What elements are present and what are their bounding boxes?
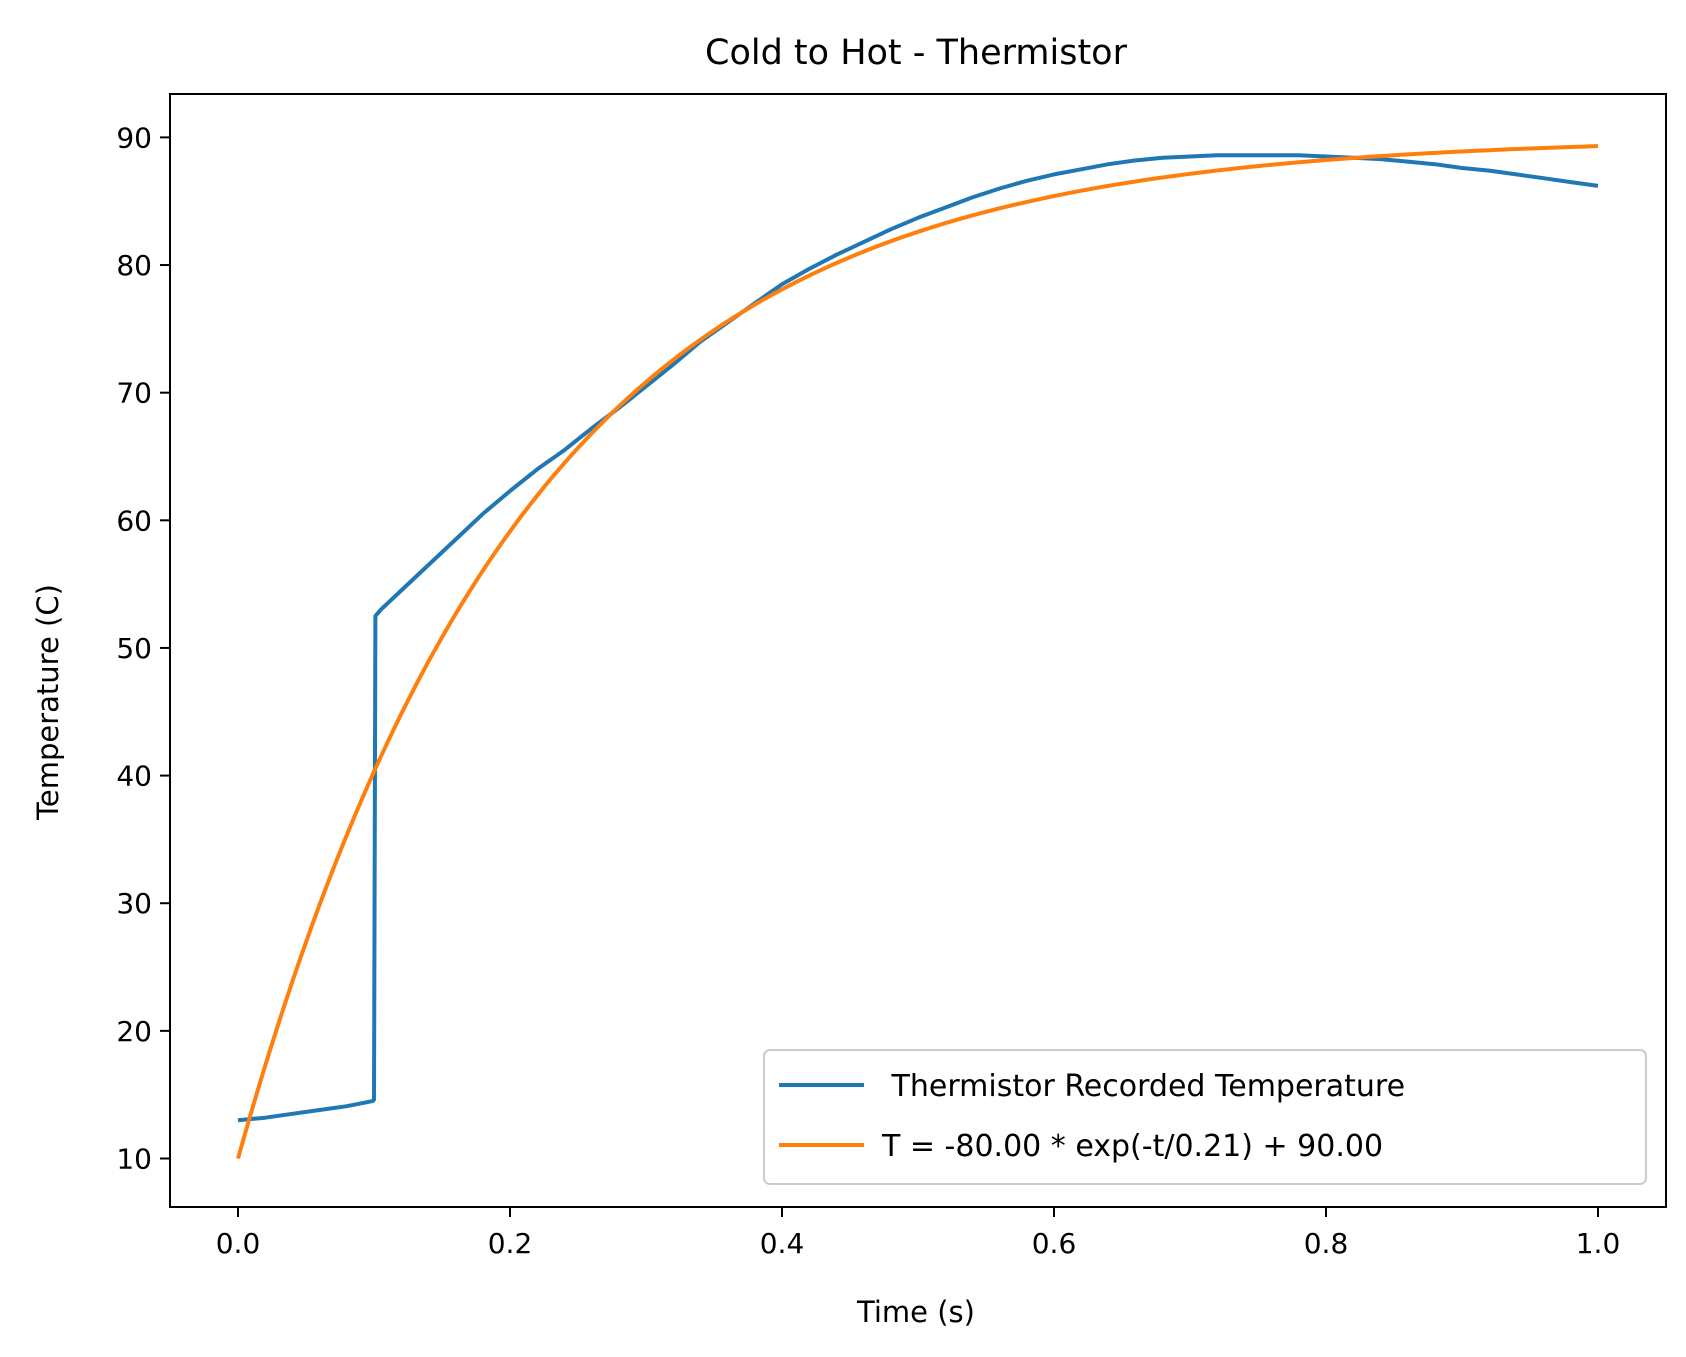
plot-area <box>236 144 1599 1160</box>
axes: 0.0 0.2 0.4 0.6 0.8 1.0 10 20 30 40 50 60 70 80 90 <box>116 93 1667 1260</box>
legend-label-thermistor: Thermistor Recorded Temperature <box>882 1069 1405 1104</box>
y-axis-label: Temperature (C) <box>31 584 65 821</box>
y-tick-label: 40 <box>116 760 152 793</box>
x-tick-label: 0.0 <box>216 1227 261 1260</box>
y-tick-label: 50 <box>116 632 152 665</box>
y-tick-label: 80 <box>116 249 152 282</box>
y-tick-label: 20 <box>116 1015 152 1048</box>
series-fit-line <box>236 144 1599 1160</box>
x-tick-label: 0.6 <box>1032 1227 1077 1260</box>
y-tick-label: 60 <box>116 504 152 537</box>
x-tick-label: 0.8 <box>1304 1227 1349 1260</box>
legend: Thermistor Recorded Temperature T = -80.… <box>763 1049 1647 1185</box>
x-axis-label: Time (s) <box>856 1295 975 1329</box>
plot-frame <box>169 93 1667 1208</box>
legend-box <box>763 1049 1647 1185</box>
x-tick-label: 0.2 <box>488 1227 533 1260</box>
y-tick-label: 10 <box>116 1142 152 1175</box>
y-tick-label: 30 <box>116 887 152 920</box>
y-tick-label: 90 <box>116 121 152 154</box>
x-tick-label: 0.4 <box>760 1227 805 1260</box>
chart-title: Cold to Hot - Thermistor <box>705 33 1128 73</box>
y-tick-label: 70 <box>116 377 152 410</box>
legend-label-fit: T = -80.00 * exp(-t/0.21) + 90.00 <box>881 1129 1383 1164</box>
x-tick-label: 1.0 <box>1576 1227 1621 1260</box>
